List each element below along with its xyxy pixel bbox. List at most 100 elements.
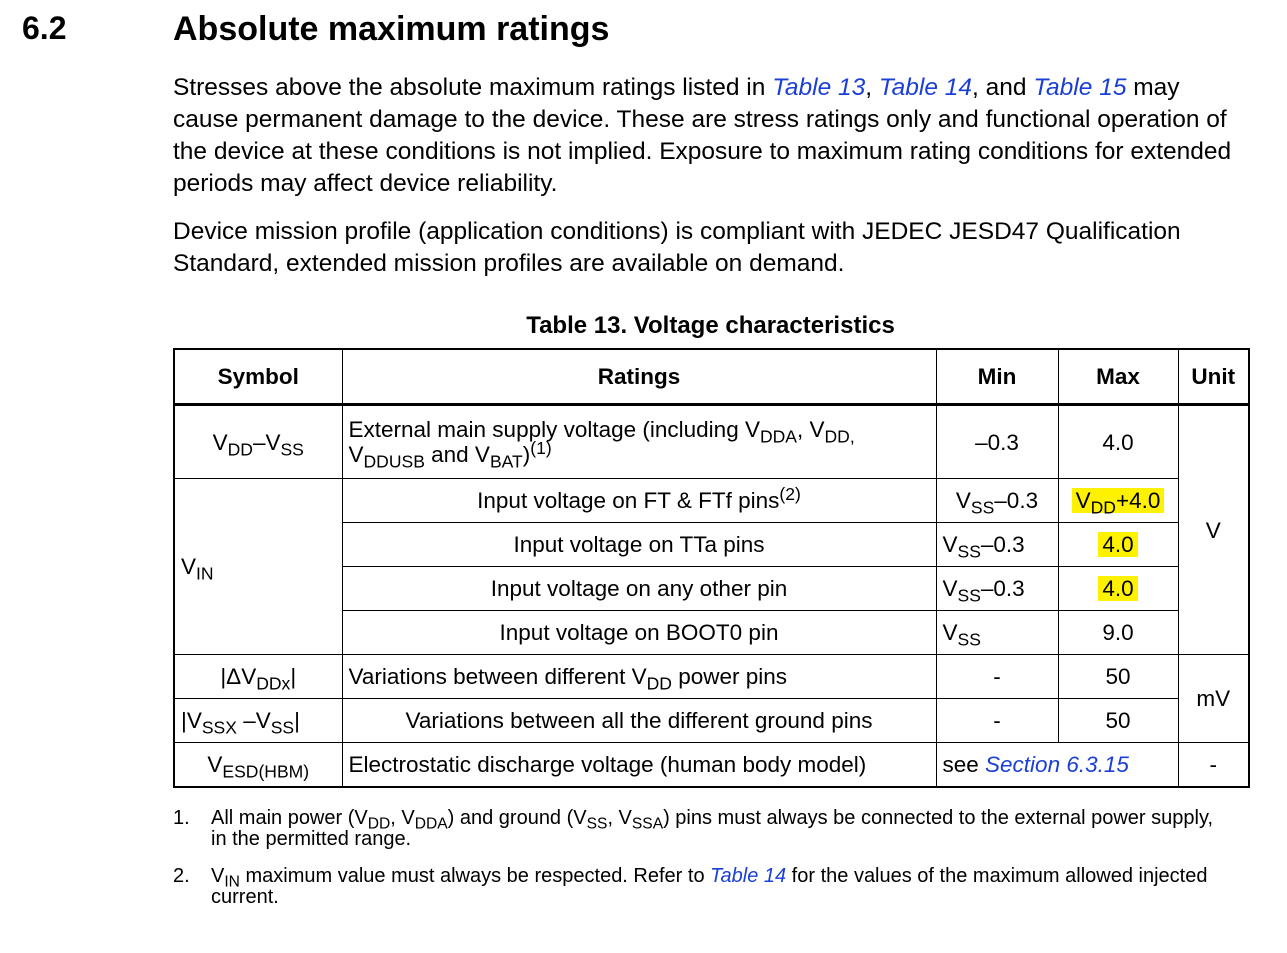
text-run: see <box>942 752 986 777</box>
text-run: , V <box>607 807 632 829</box>
text-run: Input voltage on any other pin <box>490 576 788 601</box>
text-run: V <box>942 620 958 645</box>
table-cell: Variations between different VDD power p… <box>341 654 937 699</box>
text-run: V <box>211 865 225 887</box>
text-run: +4.0 <box>1115 488 1161 513</box>
text-run: maximum value must always be respected. … <box>239 865 711 887</box>
text-run: Variations between different V <box>348 664 647 689</box>
text-run: 50 <box>1105 664 1131 689</box>
text-run: ) pins must always be connected to the e… <box>211 807 1214 850</box>
text-run: External main supply voltage (including … <box>348 417 760 442</box>
link[interactable]: Table 15 <box>1033 74 1127 101</box>
table-row: VIN Input voltage on FT & FTf pins(2) VSS–… <box>173 478 1249 655</box>
highlight: 4.0 <box>1098 576 1138 601</box>
highlight: VDD+4.0 <box>1071 488 1165 516</box>
text-run: mV <box>1196 686 1231 711</box>
superscript: (2) <box>779 484 801 505</box>
text-run: - <box>993 708 1001 733</box>
table-cell: –0.3 <box>935 404 1059 479</box>
column-header: Min <box>935 348 1059 406</box>
text-run: V <box>1075 488 1091 513</box>
subscript: SS <box>957 541 981 562</box>
table-cell: 4.0 <box>1057 404 1179 479</box>
subscript: SS <box>970 497 995 518</box>
table-row: VESD(HBM) Electrostatic discharge voltage… <box>173 742 1250 788</box>
table-cell: VSS–0.3 <box>935 566 1059 611</box>
text-run: 50 <box>1105 708 1131 733</box>
subscript: IN <box>196 563 214 584</box>
table-cell: VIN <box>173 478 343 655</box>
text-run: V <box>1205 517 1221 543</box>
table-cell: VDD–VSS <box>173 404 343 479</box>
text-run: Device mission profile (application cond… <box>173 218 1181 277</box>
subscript: DD <box>646 673 672 694</box>
text-run: Variations between all the different gro… <box>405 708 873 733</box>
table-cell: VSS <box>935 610 1059 655</box>
subscript: SS <box>270 717 295 738</box>
text-run: –0.3 <box>980 532 1025 557</box>
section-title: Absolute maximum ratings <box>173 10 610 48</box>
table-cell: 4.0 <box>1057 522 1179 567</box>
text-run: V <box>181 554 197 579</box>
table-cell: VESD(HBM) <box>173 742 343 788</box>
subscript: DDUSB <box>363 451 425 472</box>
footnote: 1. All main power (VDD, VDDA) and ground … <box>173 808 1233 850</box>
table-cell: VSS–0.3 <box>935 478 1059 523</box>
table-cell: 50 <box>1057 654 1179 699</box>
table-cell: mV <box>1177 654 1250 743</box>
text-run: V <box>348 442 364 467</box>
text-run: 4.0 <box>1102 429 1134 455</box>
text-run: may cause permanent damage to the device… <box>173 74 1232 197</box>
text-run: Input voltage on BOOT0 pin <box>499 620 779 645</box>
subscript: DD, <box>824 426 855 447</box>
text-run: Electrostatic discharge voltage (human b… <box>348 752 867 777</box>
column-header: Ratings <box>341 348 937 406</box>
table-cell: 50 <box>1057 698 1179 743</box>
text-run: | <box>294 708 300 733</box>
table-row: |ΔVDDx| Variations between different VDD … <box>173 654 1250 743</box>
link[interactable]: Table 14 <box>710 865 787 887</box>
superscript: (1) <box>530 438 552 459</box>
subscript: SSX <box>201 717 237 738</box>
text-run: 4.0 <box>1102 532 1134 557</box>
text-run: –0.3 <box>975 429 1019 455</box>
table-cell: Input voltage on BOOT0 pin <box>341 610 937 655</box>
text-run: V <box>942 532 958 557</box>
footnote-number: 2. <box>173 865 190 887</box>
section-number: 6.2 <box>22 10 67 46</box>
subscript: ESD(HBM) <box>222 761 310 782</box>
table-row: Input voltage on any other pin VSS–0.3 4.0 <box>174 566 1249 611</box>
text-run: –0.3 <box>994 488 1039 513</box>
table-cell: VSS–0.3 <box>935 522 1059 567</box>
subscript: SS <box>586 815 608 833</box>
subscript: DDA <box>759 426 797 447</box>
text-run: V <box>212 429 228 455</box>
text-run: 9.0 <box>1102 620 1134 645</box>
text-run: 4.0 <box>1102 576 1134 601</box>
column-header: Symbol <box>173 348 343 406</box>
column-header: Max <box>1057 348 1179 406</box>
subscript: DDA <box>414 815 448 833</box>
text-run: | <box>290 664 297 689</box>
text-run: power pins <box>671 664 787 689</box>
table-caption: Table 13. Voltage characteristics <box>526 312 895 339</box>
column-header: Unit <box>1177 348 1250 406</box>
subscript: DD <box>227 438 253 459</box>
table-cell: Input voltage on TTa pins <box>341 522 937 567</box>
text-run: |V <box>181 708 202 733</box>
link[interactable]: Table 13 <box>772 74 866 101</box>
link[interactable]: Section 6.3.15 <box>985 752 1129 777</box>
footnote-text: VIN maximum value must always be respect… <box>211 866 1233 908</box>
text-run: –V <box>236 708 271 733</box>
table-row: |VSSX –VSS| Variations between all the di… <box>173 698 1249 743</box>
link[interactable]: Table 14 <box>878 74 973 101</box>
subscript: DD <box>1090 497 1116 518</box>
table-cell: Electrostatic discharge voltage (human b… <box>341 742 937 788</box>
table-cell: V <box>1177 404 1250 655</box>
subscript: BAT <box>489 451 523 472</box>
text-run: |ΔV <box>220 664 257 689</box>
table-cell: Variations between all the different gro… <box>341 698 937 743</box>
text-run: Stresses above the absolute maximum rati… <box>173 74 773 101</box>
table-cell: Input voltage on any other pin <box>341 566 937 611</box>
subscript: SSA <box>631 815 664 833</box>
